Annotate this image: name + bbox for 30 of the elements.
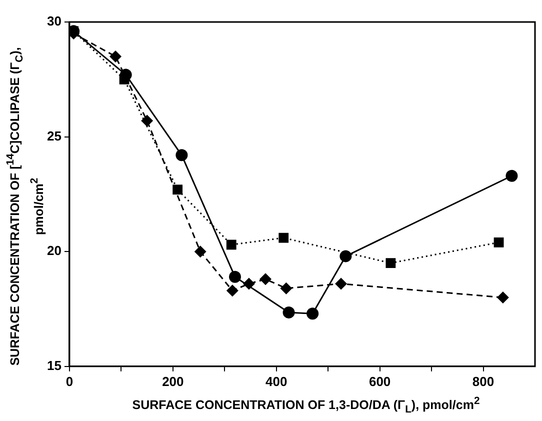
- point: [120, 68, 132, 81]
- point: [226, 284, 238, 297]
- x-tick-label: 600: [368, 374, 391, 389]
- point: [340, 250, 352, 262]
- point: [172, 184, 183, 195]
- point: [282, 306, 295, 318]
- point: [194, 246, 206, 258]
- x-tick-label: 200: [162, 374, 184, 389]
- point: [506, 170, 518, 182]
- y-tick-label: 30: [46, 14, 62, 29]
- y-tick-label: 25: [46, 128, 62, 144]
- point: [496, 292, 509, 304]
- point: [176, 149, 188, 162]
- point: [386, 258, 396, 268]
- point: [335, 278, 348, 290]
- x-tick-label: 0: [66, 374, 74, 389]
- point: [278, 232, 289, 243]
- point: [306, 308, 319, 320]
- point: [141, 114, 154, 127]
- y-tick-label: 15: [46, 358, 62, 373]
- point: [260, 273, 272, 286]
- y-tick-label: 20: [46, 243, 62, 258]
- point: [226, 240, 236, 250]
- point: [109, 50, 122, 62]
- point: [494, 237, 504, 248]
- x-tick-label: 400: [266, 374, 288, 389]
- point: [228, 270, 241, 283]
- point: [280, 282, 292, 294]
- x-axis-title: SURFACE CONCENTRATION OF 1,3-DO/DA (Γ$_{L}$), pmol/cm$^{2}$: [131, 395, 481, 418]
- x-tick-label: 800: [472, 374, 494, 389]
